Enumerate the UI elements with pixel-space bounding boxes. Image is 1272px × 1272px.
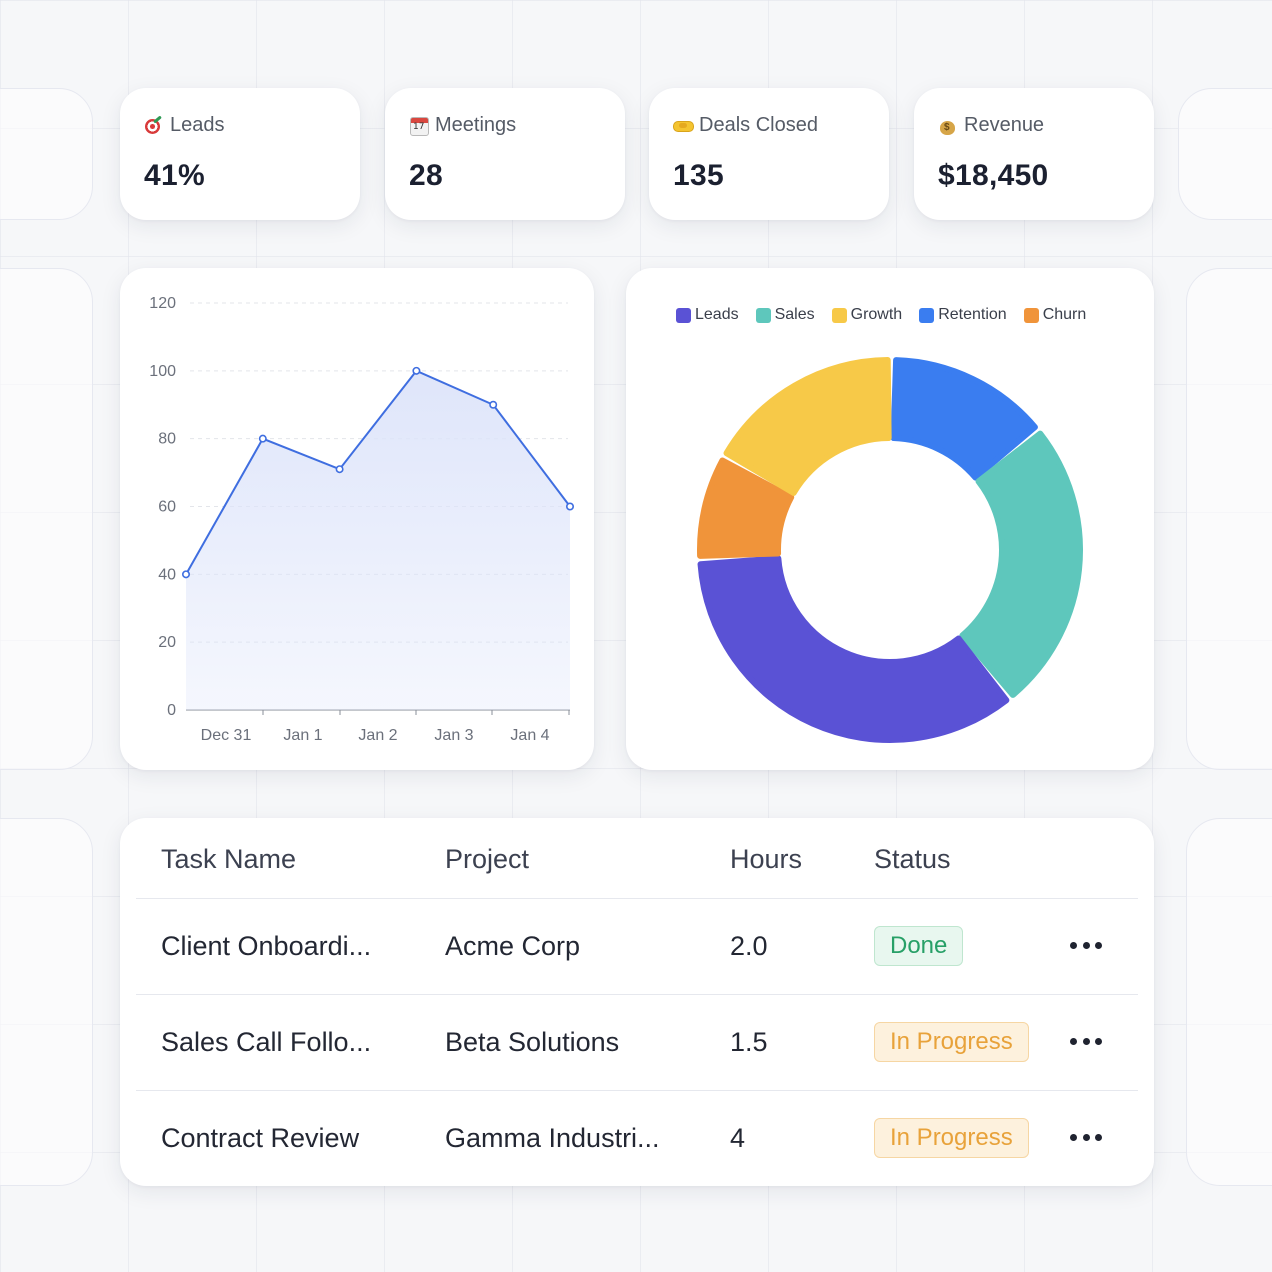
status-badge: In Progress [874, 1118, 1029, 1158]
column-header-status[interactable]: Status [874, 844, 951, 874]
stat-card-revenue: Revenue $18,450 [914, 88, 1154, 220]
area-chart: 0 20 40 60 80 100 120 Dec 31 Jan 1 Jan 2 Jan 3 Jan … [149, 295, 574, 744]
stat-label: Deals Closed [699, 114, 818, 136]
stat-value: 41% [144, 159, 205, 192]
area-fill [186, 370, 570, 710]
legend-item[interactable]: Churn [1023, 306, 1087, 324]
donut-chart-card: Leads Sales Growth Retention Churn [626, 268, 1154, 770]
y-tick-label: 20 [158, 634, 176, 651]
ghost-card-left-bottom [0, 818, 93, 1186]
stat-header: Revenue [938, 114, 1130, 137]
legend-item[interactable]: Sales [755, 306, 815, 324]
stat-card-leads: Leads 41% [120, 88, 360, 220]
stat-value: 135 [673, 159, 724, 192]
ghost-card-left-mid [0, 268, 93, 770]
more-options-icon[interactable] [1070, 1038, 1102, 1048]
legend-label: Sales [774, 306, 815, 323]
data-point[interactable] [565, 502, 574, 511]
data-point[interactable] [181, 570, 190, 579]
y-tick-label: 60 [158, 499, 176, 516]
status-badge: In Progress [874, 1022, 1029, 1062]
task-name-cell: Client Onboardi... [161, 931, 372, 961]
moneybag-icon [938, 116, 957, 135]
stat-label: Revenue [964, 114, 1045, 136]
stat-header: Leads [144, 114, 336, 137]
legend-label: Churn [1042, 306, 1087, 323]
donut-slice-growth[interactable] [723, 357, 892, 496]
project-cell: Acme Corp [445, 931, 581, 961]
data-point[interactable] [489, 400, 498, 409]
column-header-project[interactable]: Project [445, 844, 530, 874]
x-tick-label: Jan 3 [434, 727, 473, 744]
ghost-card-right-top [1178, 88, 1272, 220]
area-chart-card: 0 20 40 60 80 100 120 Dec 31 Jan 1 Jan 2 Jan 3 Jan … [120, 268, 594, 770]
more-options-icon[interactable] [1070, 1134, 1102, 1144]
status-badge: Done [874, 926, 964, 966]
legend-label: Growth [850, 306, 903, 323]
donut-slice-retention[interactable] [890, 357, 1038, 481]
table-row[interactable]: Contract Review Gamma Industri... 4 In P… [120, 1090, 1154, 1186]
hours-cell: 4 [730, 1123, 746, 1153]
legend-swatch [1023, 307, 1039, 323]
ghost-card-right-mid [1186, 268, 1272, 770]
column-header-task[interactable]: Task Name [161, 844, 297, 874]
donut-chart [697, 357, 1083, 743]
column-header-hours[interactable]: Hours [730, 844, 803, 874]
legend-swatch [919, 307, 935, 323]
legend-swatch [755, 307, 771, 323]
legend-swatch [831, 307, 847, 323]
legend-item[interactable]: Retention [919, 306, 1007, 324]
project-cell: Beta Solutions [445, 1027, 620, 1057]
handshake-icon [673, 116, 694, 135]
x-tick-label: Jan 1 [283, 727, 322, 744]
data-point[interactable] [335, 465, 344, 474]
stat-label: Meetings [435, 114, 517, 136]
legend-label: Leads [695, 306, 739, 323]
row-divider [136, 994, 1138, 995]
table-row[interactable]: Sales Call Follo... Beta Solutions 1.5 I… [120, 994, 1154, 1090]
data-point[interactable] [412, 366, 421, 375]
legend-item[interactable]: Leads [676, 306, 739, 324]
ghost-card-right-bottom [1186, 818, 1272, 1186]
donut-slice-leads[interactable] [697, 555, 1010, 743]
x-tick-label: Dec 31 [201, 727, 252, 744]
series-line [185, 369, 571, 575]
y-tick-label: 120 [149, 295, 176, 312]
target-icon [144, 116, 163, 135]
stat-card-deals-closed: Deals Closed 135 [649, 88, 889, 220]
table-row[interactable]: Client Onboardi... Acme Corp 2.0 Done [120, 898, 1154, 994]
stat-label: Leads [170, 114, 225, 136]
task-name-cell: Sales Call Follo... [161, 1027, 372, 1057]
row-divider [136, 1090, 1138, 1091]
hours-cell: 1.5 [730, 1027, 768, 1057]
project-cell: Gamma Industri... [445, 1123, 660, 1153]
more-options-icon[interactable] [1070, 942, 1102, 952]
x-tick-label: Jan 2 [358, 727, 397, 744]
header-divider [136, 898, 1138, 899]
stat-card-meetings: Meetings 28 [385, 88, 625, 220]
legend-swatch [676, 307, 691, 323]
ghost-card-left-top [0, 88, 93, 220]
donut-slice-churn[interactable] [697, 457, 795, 559]
task-name-cell: Contract Review [161, 1123, 360, 1153]
stat-value: 28 [409, 159, 443, 192]
stat-header: Deals Closed [673, 114, 865, 137]
data-point[interactable] [258, 434, 267, 443]
legend-item[interactable]: Growth [831, 306, 903, 324]
y-tick-label: 100 [149, 363, 176, 380]
donut-slice-sales[interactable] [959, 430, 1083, 698]
x-tick-label: Jan 4 [510, 727, 549, 744]
y-tick-label: 80 [158, 431, 176, 448]
stat-header: Meetings [409, 114, 601, 137]
task-table: Task Name Project Hours Status Client On… [120, 818, 1154, 1186]
stat-value: $18,450 [938, 159, 1049, 192]
calendar-icon [409, 116, 429, 136]
chart-legend: Leads Sales Growth Retention Churn [676, 306, 1086, 324]
y-tick-label: 40 [158, 566, 176, 583]
legend-label: Retention [938, 306, 1007, 323]
y-tick-label: 0 [167, 702, 176, 719]
hours-cell: 2.0 [730, 931, 768, 961]
